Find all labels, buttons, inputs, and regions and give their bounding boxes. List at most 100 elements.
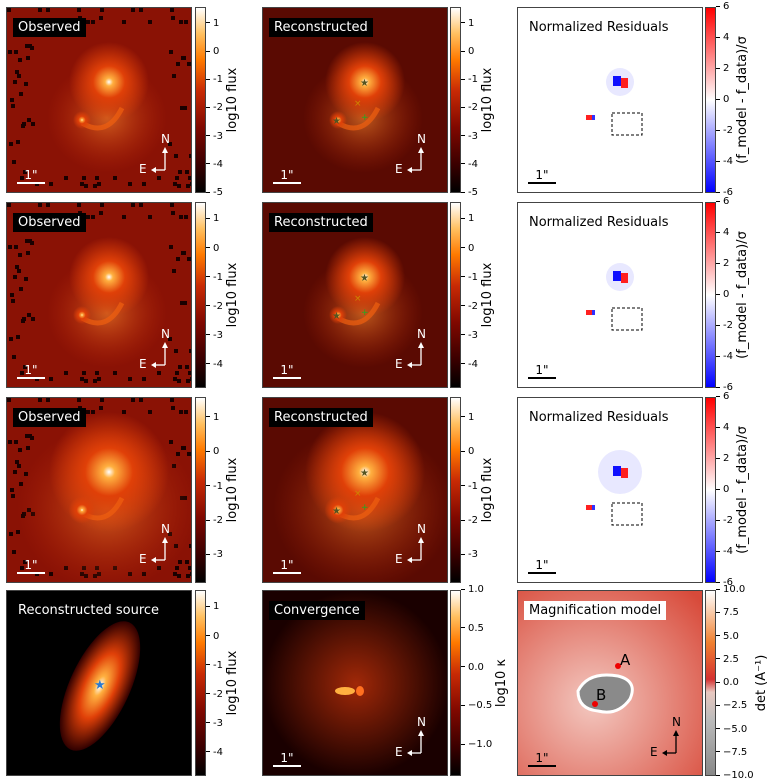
obs-image: [7, 398, 191, 582]
panel-res: Normalized Residuals 1": [517, 397, 703, 583]
colorbar: [705, 590, 716, 776]
tick-label: -3: [468, 549, 478, 561]
tick-label: 2: [723, 453, 730, 464]
colorbar-tick: 6: [716, 196, 729, 208]
colorbar-tick: 1.0: [461, 584, 484, 596]
colorbar-tick: -6: [716, 382, 733, 394]
tick-label: -3: [213, 549, 223, 561]
tick-label: -3: [468, 130, 478, 142]
scale-label: 1": [535, 558, 549, 572]
colorbar-tick: -3: [206, 718, 223, 730]
tick-label: -2: [468, 515, 478, 526]
tick-label: 1: [213, 213, 220, 225]
colorbar-label: log10 flux: [224, 67, 240, 133]
tick-label: -5: [213, 187, 223, 198]
tick-label: 6: [723, 196, 730, 207]
tick-label: 0: [213, 242, 220, 254]
tick-label: 4: [723, 227, 730, 238]
colorbar-tick: 0: [461, 243, 474, 255]
scale-label: 1": [24, 363, 38, 377]
compass-north: N: [672, 715, 681, 729]
colorbar-tick: 1: [461, 213, 474, 225]
colorbar-tick: 4: [716, 32, 729, 44]
scale-label: 1": [280, 363, 294, 377]
res-image: [518, 203, 702, 387]
compass-north: N: [417, 327, 426, 341]
colorbar-tick: 2.5: [716, 654, 739, 666]
colorbar-tick: 0: [206, 46, 219, 58]
panel-title: Observed: [13, 213, 86, 232]
scale-label: 1": [280, 558, 294, 572]
tick-label: 0: [723, 289, 730, 300]
colorbar-tick: -3: [206, 131, 223, 143]
panel-mag: Magnification model A B 1" N E: [517, 590, 703, 776]
scale-bar: 1": [528, 558, 556, 574]
colorbar-tick: -3: [206, 330, 223, 342]
tick-label: -6: [723, 382, 733, 393]
scale-line: [528, 765, 556, 767]
colorbar: [195, 590, 206, 776]
tick-label: 1: [213, 17, 220, 29]
src-image: ★: [7, 591, 191, 775]
colorbar-tick: 0: [206, 243, 219, 255]
colorbar-tick: -3: [461, 549, 478, 561]
colorbar-tick: −0.5: [461, 700, 492, 712]
panel-obs: Observed 1" N E: [6, 202, 192, 388]
scale-bar: 1": [17, 363, 45, 379]
tick-label: -1: [213, 271, 223, 283]
annotation-B: B: [596, 686, 607, 704]
colorbar-tick: 2: [716, 258, 729, 270]
tick-label: −2.5: [723, 700, 748, 712]
compass-east: E: [139, 162, 147, 176]
tick-label: 4: [723, 422, 730, 433]
conv-image: [263, 591, 447, 775]
rec-image: ★ ★ × +: [263, 398, 447, 582]
scale-line: [17, 572, 45, 574]
tick-label: 2: [723, 258, 730, 269]
colorbar-tick: -2: [461, 301, 478, 313]
tick-label: 0: [468, 242, 475, 254]
colorbar-tick: -1: [461, 481, 478, 493]
tick-label: -6: [723, 187, 733, 198]
colorbar-tick: -4: [461, 159, 478, 171]
compass-north: N: [161, 522, 170, 536]
colorbar-tick: 0.0: [716, 677, 739, 689]
tick-label: -1: [213, 480, 223, 492]
svg-text:★: ★: [332, 506, 341, 517]
colorbar-label: (f_model - f_data)/σ: [734, 231, 750, 359]
colorbar-tick: -6: [716, 187, 733, 199]
colorbar-label: (f_model - f_data)/σ: [734, 36, 750, 164]
tick-label: 10.0: [723, 584, 746, 595]
compass-east: E: [395, 745, 403, 759]
compass-arrows-icon: [407, 730, 424, 756]
svg-text:×: ×: [354, 294, 362, 304]
tick-label: −0.5: [468, 700, 493, 712]
panel-title: Magnification model: [524, 601, 667, 620]
colorbar-tick: -1: [206, 481, 223, 493]
colorbar-label: (f_model - f_data)/σ: [734, 426, 750, 554]
svg-text:★: ★: [360, 78, 369, 89]
colorbar-label: log10 flux: [479, 67, 495, 133]
tick-label: 1.0: [468, 584, 484, 595]
scale-label: 1": [280, 168, 294, 182]
colorbar-label: log10 κ: [494, 658, 510, 708]
colorbar-tick: 0: [461, 446, 474, 458]
svg-text:★: ★: [360, 273, 369, 284]
tick-label: -3: [468, 329, 478, 341]
tick-label: -2: [468, 102, 478, 114]
panel-res: Normalized Residuals 1": [517, 202, 703, 388]
colorbar-tick: −2.5: [716, 700, 747, 712]
tick-label: -2: [213, 102, 223, 114]
colorbar-tick: 2: [716, 63, 729, 75]
colorbar-tick: -5: [206, 187, 223, 199]
scale-line: [273, 572, 301, 574]
panel-title: Reconstructed: [269, 213, 373, 232]
scale-label: 1": [535, 751, 549, 765]
colorbar-tick: 0: [716, 94, 729, 106]
colorbar-tick: 5.0: [716, 631, 739, 643]
colorbar: [705, 202, 716, 388]
tick-label: -3: [213, 130, 223, 142]
panel-rec: ★ ★ × + Reconstructed 1" N E: [262, 202, 448, 388]
